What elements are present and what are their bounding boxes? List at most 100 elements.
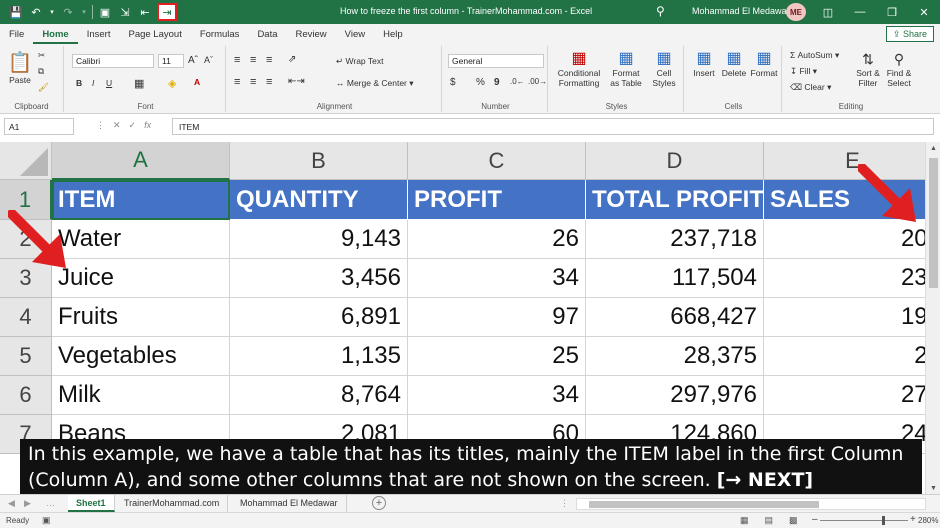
- column-header-b[interactable]: B: [230, 142, 408, 180]
- align-bottom-icon[interactable]: ≡: [266, 54, 273, 66]
- sheet-tab-sheet1[interactable]: Sheet1: [68, 495, 115, 512]
- autosum-button[interactable]: Σ AutoSum ▾: [790, 50, 840, 60]
- format-painter-icon[interactable]: 🖌: [38, 82, 49, 92]
- number-format-box[interactable]: General: [448, 54, 544, 68]
- italic-icon[interactable]: I: [92, 78, 95, 88]
- column-header-c[interactable]: C: [408, 142, 586, 180]
- align-right-icon[interactable]: ≡: [266, 76, 273, 88]
- select-all-button[interactable]: [0, 142, 52, 180]
- spreadsheet-grid[interactable]: A B C D E 1 ITEM QUANTITY PROFIT TOTAL PROFIT SALE…: [0, 142, 925, 482]
- horizontal-scroll-thumb[interactable]: [589, 501, 819, 508]
- format-as-table-button[interactable]: ▦ Format as Table: [608, 50, 644, 88]
- cell-styles-button[interactable]: ▦ Cell Styles: [648, 50, 680, 88]
- comma-icon[interactable]: 9: [494, 77, 500, 88]
- tab-review[interactable]: Review: [295, 29, 327, 40]
- row-header-6[interactable]: 6: [0, 376, 52, 415]
- percent-icon[interactable]: %: [476, 77, 485, 88]
- close-icon[interactable]: ✕: [919, 6, 929, 19]
- font-color-icon[interactable]: A: [194, 77, 201, 87]
- clear-button[interactable]: ⌫ Clear ▾: [790, 82, 832, 92]
- table-cell[interactable]: Milk: [52, 376, 230, 415]
- hscroll-options-icon[interactable]: ⋮: [560, 498, 569, 508]
- table-cell[interactable]: 8,764: [230, 376, 408, 415]
- tab-page-layout[interactable]: Page Layout: [128, 29, 182, 40]
- redo-dropdown-icon[interactable]: ▾: [82, 9, 86, 16]
- tab-insert[interactable]: Insert: [86, 29, 111, 40]
- sort-filter-button[interactable]: ⇅ Sort & Filter: [854, 50, 882, 88]
- table-cell[interactable]: 6,891: [230, 298, 408, 337]
- table-cell[interactable]: 25: [764, 337, 925, 376]
- accessibility-icon[interactable]: ▣: [42, 515, 51, 525]
- row-header-5[interactable]: 5: [0, 337, 52, 376]
- table-cell[interactable]: Fruits: [52, 298, 230, 337]
- table-header-cell[interactable]: TOTAL PROFIT: [586, 180, 764, 220]
- merge-center-button[interactable]: ↔ Merge & Center ▾: [336, 78, 414, 88]
- table-cell[interactable]: 272: [764, 376, 925, 415]
- tab-file[interactable]: File: [9, 29, 25, 40]
- increase-font-icon[interactable]: Aˆ: [188, 55, 198, 66]
- move-right-icon[interactable]: ⇥: [157, 3, 177, 21]
- font-name-box[interactable]: Calibri: [72, 54, 154, 68]
- cut-icon[interactable]: ✂: [38, 50, 46, 60]
- wrap-text-button[interactable]: ↵ Wrap Text: [336, 56, 383, 67]
- zoom-thumb[interactable]: [882, 516, 885, 525]
- table-cell[interactable]: 9,143: [230, 220, 408, 259]
- table-cell[interactable]: 97: [408, 298, 586, 337]
- search-icon[interactable]: ⚲: [656, 4, 665, 18]
- ribbon-display-icon[interactable]: ◫: [822, 6, 834, 19]
- restore-icon[interactable]: ⇲: [120, 6, 130, 19]
- undo-dropdown-icon[interactable]: ▾: [50, 9, 54, 16]
- font-size-box[interactable]: 11: [158, 54, 184, 68]
- find-select-button[interactable]: ⚲ Find & Select: [884, 50, 914, 88]
- avatar[interactable]: ME: [786, 3, 806, 21]
- table-cell[interactable]: Water: [52, 220, 230, 259]
- fill-button[interactable]: ↧ Fill ▾: [790, 66, 817, 76]
- conditional-formatting-button[interactable]: ▦ Conditional Formatting: [554, 50, 604, 88]
- scroll-up-icon[interactable]: ▲: [930, 144, 937, 152]
- tab-view[interactable]: View: [344, 29, 366, 40]
- fullscreen-icon[interactable]: ▣: [99, 6, 111, 19]
- enter-icon[interactable]: ✓: [128, 120, 145, 130]
- orientation-icon[interactable]: ⇗: [288, 54, 297, 65]
- delete-cells-button[interactable]: ▦ Delete: [720, 50, 748, 78]
- minimize-icon[interactable]: —: [854, 6, 866, 18]
- paste-button[interactable]: 📋 Paste: [6, 50, 34, 85]
- decrease-font-icon[interactable]: Aˇ: [204, 55, 213, 65]
- add-sheet-icon[interactable]: +: [372, 496, 386, 510]
- table-cell[interactable]: 1,135: [230, 337, 408, 376]
- table-header-cell[interactable]: PROFIT: [408, 180, 586, 220]
- name-box[interactable]: A1: [4, 118, 74, 135]
- table-cell[interactable]: 34: [408, 376, 586, 415]
- horizontal-scrollbar[interactable]: [576, 498, 926, 510]
- table-cell[interactable]: 34: [408, 259, 586, 298]
- borders-icon[interactable]: ▦: [134, 78, 145, 90]
- prev-sheet-icon[interactable]: ◀: [8, 498, 15, 508]
- table-cell[interactable]: 297,976: [586, 376, 764, 415]
- zoom-level[interactable]: 280%: [918, 516, 939, 525]
- table-cell[interactable]: 238: [764, 259, 925, 298]
- tab-data[interactable]: Data: [257, 29, 278, 40]
- insert-cells-button[interactable]: ▦ Insert: [690, 50, 718, 78]
- next-sheet-icon[interactable]: ▶: [24, 498, 31, 508]
- table-cell[interactable]: 3,456: [230, 259, 408, 298]
- indent-icon[interactable]: ⇤⇥: [288, 76, 305, 87]
- move-left-icon[interactable]: ⇤: [140, 6, 150, 19]
- column-header-d[interactable]: D: [586, 142, 764, 180]
- align-top-icon[interactable]: ≡: [234, 54, 241, 66]
- redo-icon[interactable]: ↷: [63, 6, 73, 19]
- zoom-slider[interactable]: [820, 516, 908, 525]
- align-left-icon[interactable]: ≡: [234, 76, 241, 88]
- zoom-in-icon[interactable]: +: [910, 514, 916, 525]
- table-cell[interactable]: 194: [764, 298, 925, 337]
- table-header-cell[interactable]: QUANTITY: [230, 180, 408, 220]
- fx-icon[interactable]: fx: [144, 120, 152, 130]
- fill-color-icon[interactable]: ◈: [168, 78, 177, 90]
- align-center-icon[interactable]: ≡: [250, 76, 257, 88]
- formula-input[interactable]: ITEM: [172, 118, 934, 135]
- next-label[interactable]: [→ NEXT]: [716, 469, 814, 491]
- vertical-scroll-thumb[interactable]: [929, 158, 938, 288]
- table-cell[interactable]: 117,504: [586, 259, 764, 298]
- zoom-out-icon[interactable]: –: [812, 514, 818, 525]
- page-layout-view-icon[interactable]: ▤: [764, 515, 774, 525]
- row-header-4[interactable]: 4: [0, 298, 52, 337]
